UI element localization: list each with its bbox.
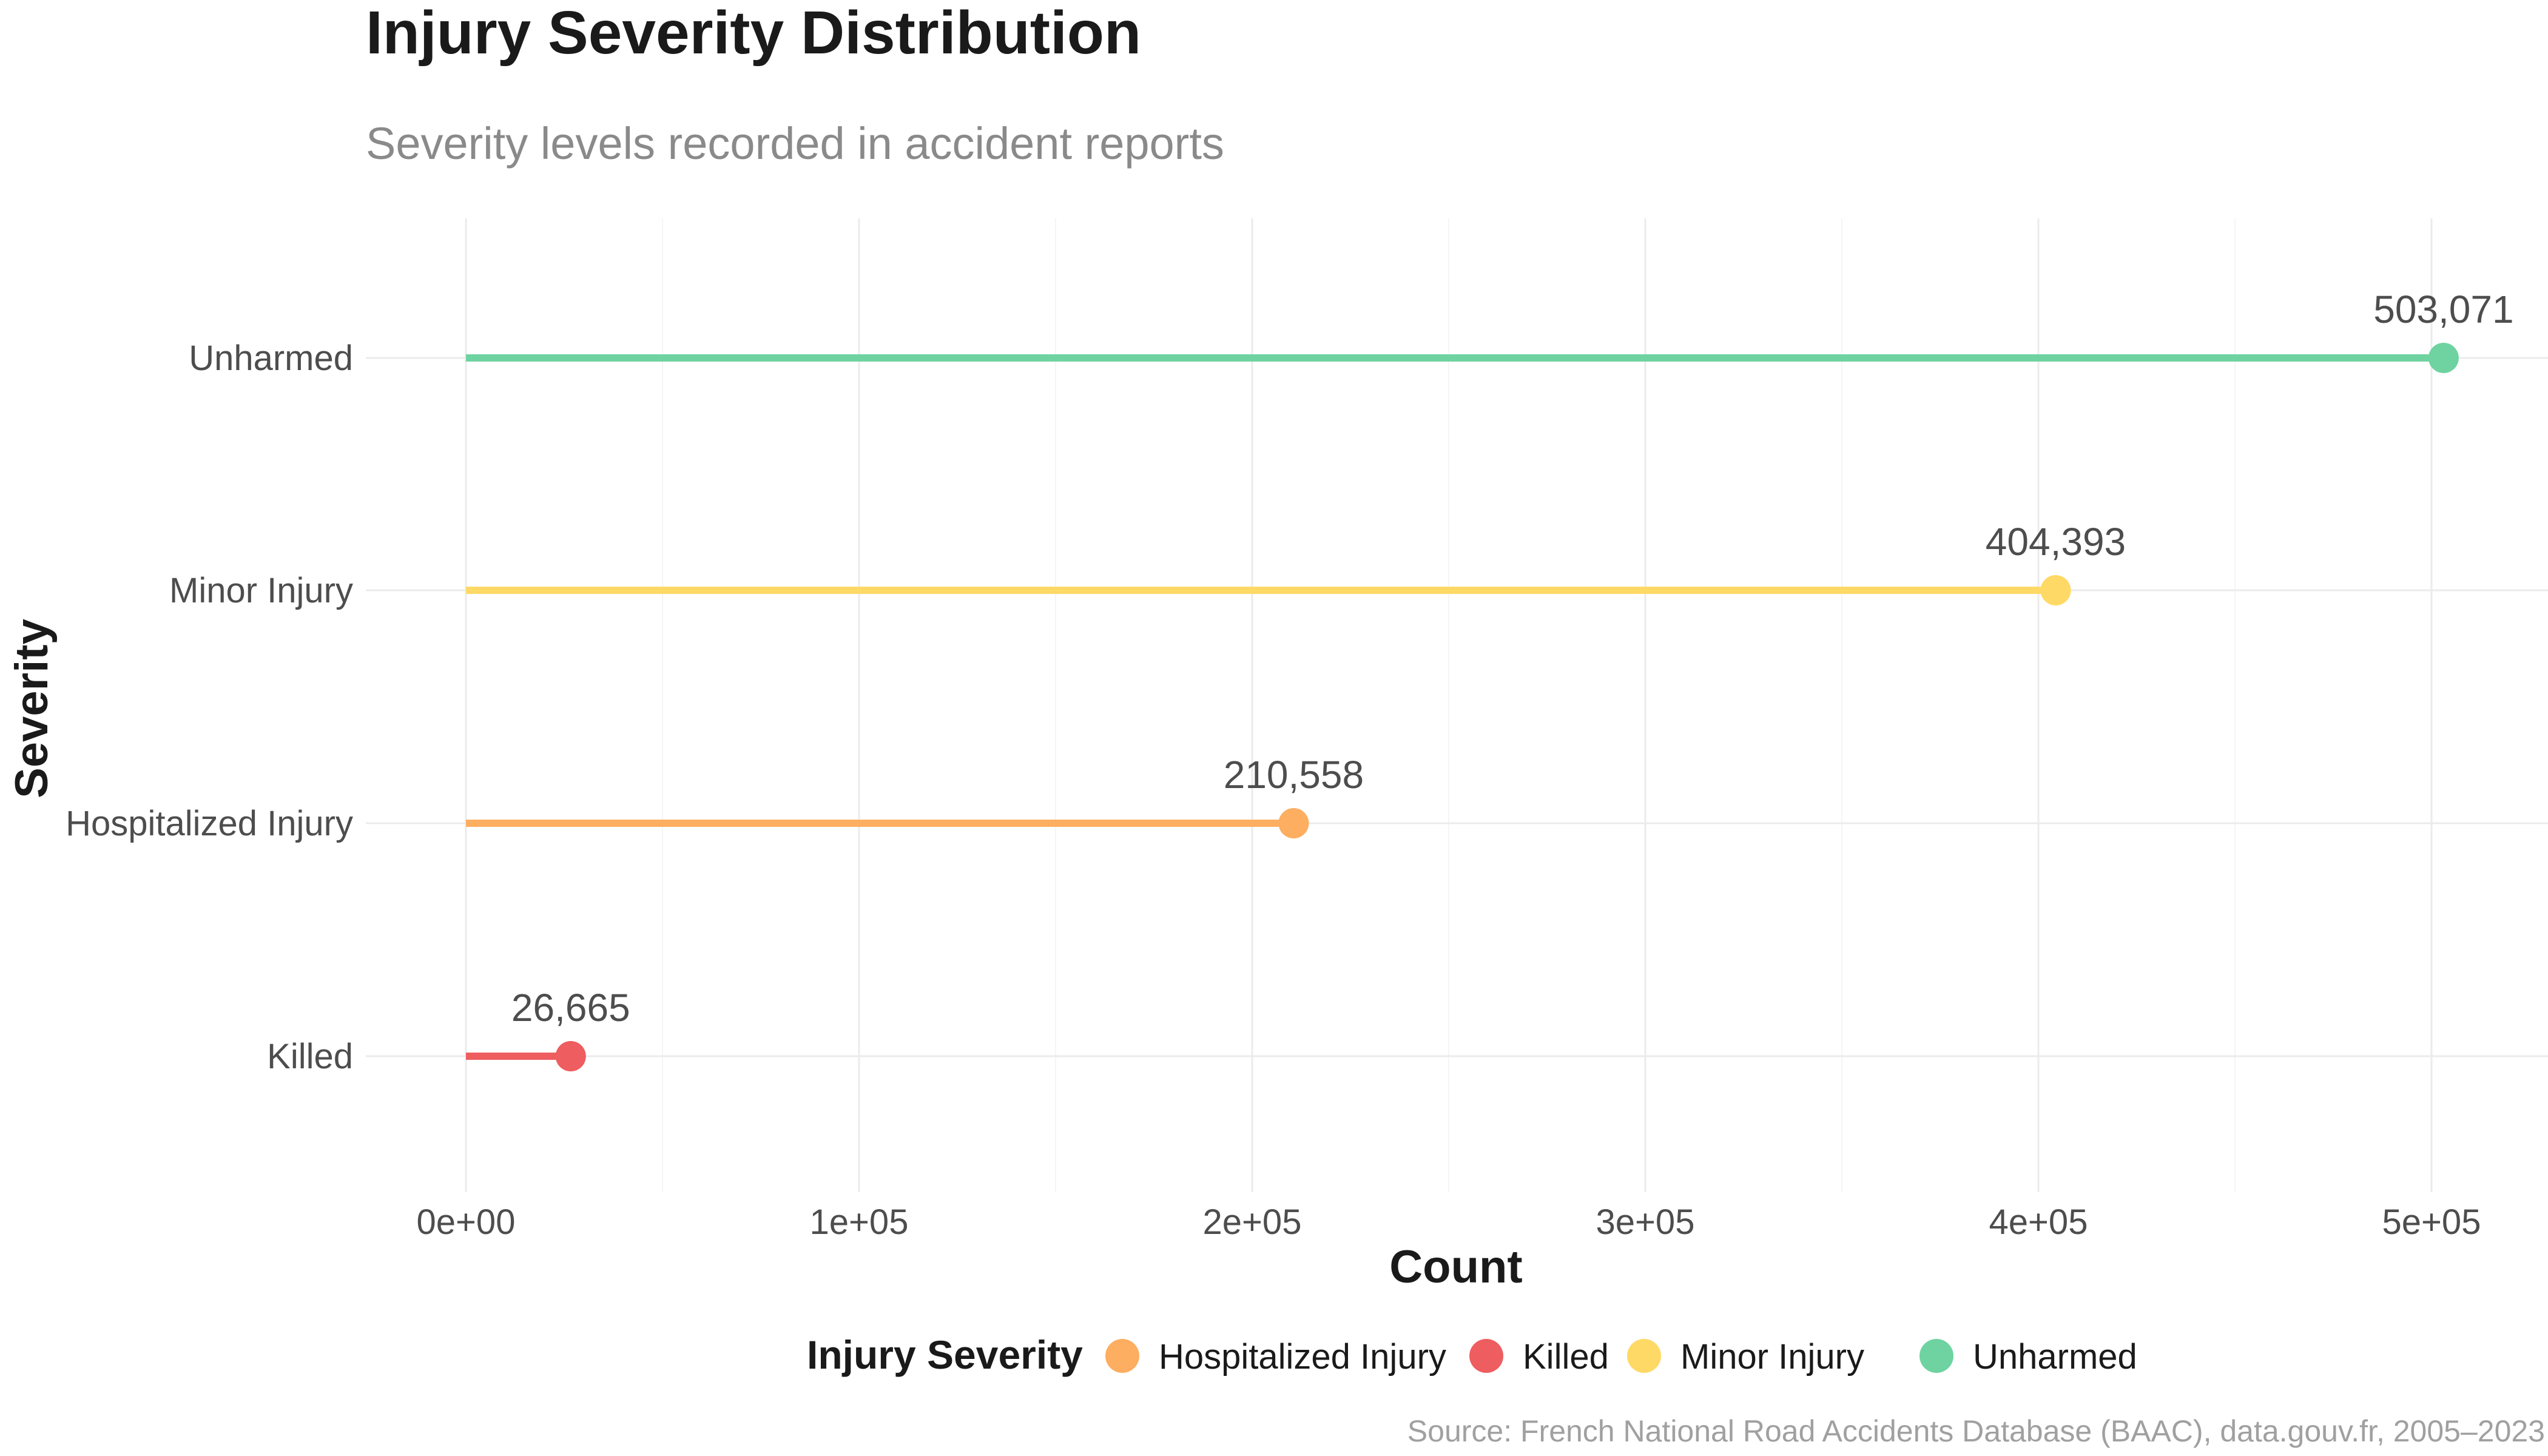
data-label-unharmed: 503,071 <box>2373 288 2513 331</box>
x-tick-label: 3e+05 <box>1596 1202 1695 1242</box>
point-unharmed <box>2428 343 2459 373</box>
legend: Injury Severity Hospitalized Injury Kille… <box>807 1332 2137 1377</box>
legend-key-minor-injury <box>1627 1339 1661 1373</box>
point-minor-injury <box>2040 575 2071 605</box>
legend-key-hospitalized-injury <box>1105 1339 1139 1373</box>
data-label-killed: 26,665 <box>511 986 630 1030</box>
y-tick-label: Unharmed <box>189 339 353 378</box>
y-axis-tick-labels: Killed Hospitalized Injury Minor Injury Unh… <box>66 339 353 1076</box>
x-tick-label: 1e+05 <box>810 1202 909 1242</box>
x-tick-label: 0e+00 <box>417 1202 516 1242</box>
grid-lines <box>366 218 2548 1192</box>
legend-label-hospitalized-injury: Hospitalized Injury <box>1159 1337 1446 1377</box>
chart-subtitle: Severity levels recorded in accident rep… <box>366 118 1224 169</box>
y-axis-title: Severity <box>6 619 58 798</box>
legend-label-killed: Killed <box>1523 1337 1609 1377</box>
point-killed <box>555 1041 586 1071</box>
data-label-minor-injury: 404,393 <box>1986 520 2126 564</box>
y-tick-label: Killed <box>267 1037 353 1076</box>
x-axis-title: Count <box>1389 1241 1522 1293</box>
chart-title: Injury Severity Distribution <box>366 0 1141 67</box>
legend-key-unharmed <box>1919 1339 1953 1373</box>
point-hospitalized-injury <box>1278 808 1309 838</box>
legend-label-minor-injury: Minor Injury <box>1680 1337 1864 1377</box>
legend-title: Injury Severity <box>807 1332 1083 1377</box>
x-tick-label: 5e+05 <box>2382 1202 2481 1242</box>
data-label-hospitalized-injury: 210,558 <box>1224 753 1364 797</box>
source-caption: Source: French National Road Accidents D… <box>1407 1414 2545 1448</box>
y-tick-label: Minor Injury <box>169 571 353 610</box>
x-axis-tick-labels: 0e+00 1e+05 2e+05 3e+05 4e+05 5e+05 <box>417 1202 2481 1242</box>
x-tick-label: 2e+05 <box>1203 1202 1302 1242</box>
lollipop-series: 26,665 210,558 404,393 503,071 <box>466 288 2514 1071</box>
x-tick-label: 4e+05 <box>1989 1202 2088 1242</box>
y-tick-label: Hospitalized Injury <box>66 804 353 843</box>
legend-key-killed <box>1469 1339 1503 1373</box>
legend-label-unharmed: Unharmed <box>1973 1337 2137 1377</box>
